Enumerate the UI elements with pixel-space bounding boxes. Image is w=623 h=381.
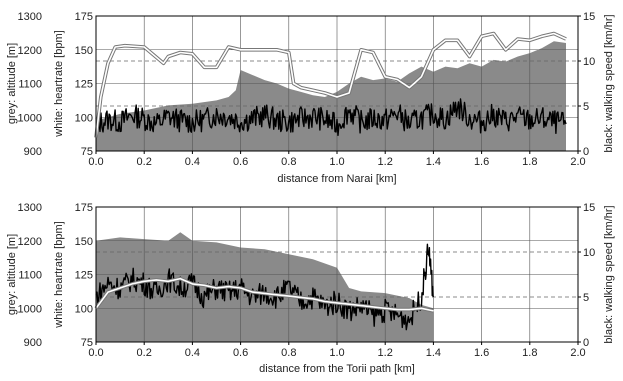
x-tick-label: 1.2 [378, 156, 393, 168]
heartrate-tick-label: 125 [75, 79, 93, 91]
heartrate-axis-label: white: heartrate [bpm] [53, 221, 65, 328]
altitude-tick-label: 1200 [18, 45, 42, 57]
heartrate-tick-label: 75 [81, 337, 93, 349]
x-tick-label: 0.6 [233, 347, 248, 359]
x-tick-label: 0.8 [281, 156, 296, 168]
x-tick-label: 1.6 [474, 156, 489, 168]
heartrate-tick-label: 75 [81, 146, 93, 158]
altitude-tick-label: 1300 [18, 202, 42, 214]
altitude-tick-label: 900 [24, 337, 42, 349]
speed-axis-label: black: walking speed [km/hr] [603, 14, 615, 152]
x-tick-label: 0.2 [137, 347, 152, 359]
altitude-tick-label: 900 [24, 146, 42, 158]
heartrate-tick-label: 100 [75, 112, 93, 124]
x-tick-label: 0.0 [88, 347, 103, 359]
speed-line [95, 98, 567, 136]
x-tick-label: 1.0 [329, 156, 344, 168]
x-axis-label: distance from Narai [km] [277, 173, 396, 185]
speed-tick-label: 10 [583, 247, 595, 259]
heartrate-axis-label: white: heartrate [bpm] [53, 30, 65, 137]
speed-tick-label: 5 [583, 292, 589, 304]
x-tick-label: 2.0 [570, 347, 585, 359]
x-tick-label: 0.8 [281, 347, 296, 359]
altitude-tick-label: 1000 [18, 303, 42, 315]
altitude-tick-label: 1100 [18, 270, 42, 282]
speed-tick-label: 0 [583, 337, 589, 349]
x-tick-label: 1.8 [522, 156, 537, 168]
heartrate-line [95, 32, 567, 138]
heartrate-line [95, 277, 434, 312]
heartrate-tick-label: 150 [75, 45, 93, 57]
x-tick-label: 1.0 [329, 347, 344, 359]
heartrate-tick-label: 150 [75, 236, 93, 248]
altitude-axis-label: grey: altitude [m] [6, 234, 18, 315]
x-tick-label: 1.8 [522, 347, 537, 359]
altitude-tick-label: 1300 [18, 11, 42, 23]
x-tick-label: 1.4 [426, 156, 441, 168]
altitude-tick-label: 1000 [18, 112, 42, 124]
x-tick-label: 0.4 [185, 156, 200, 168]
x-axis-label: distance from the Torii path [km] [259, 363, 415, 375]
altitude-area [96, 232, 434, 342]
speed-tick-label: 10 [583, 56, 595, 68]
altitude-tick-label: 1200 [18, 236, 42, 248]
chart-panel-2: 0.0 0.2 0.4 0.6 0.8 1.0 1.2 1.4 1.6 1.8 2.0 distanc… [6, 202, 615, 375]
heartrate-tick-label: 175 [75, 11, 93, 23]
x-tick-label: 2.0 [570, 156, 585, 168]
speed-tick-label: 15 [583, 202, 595, 214]
x-tick-label: 1.2 [378, 347, 393, 359]
speed-tick-label: 5 [583, 101, 589, 113]
heartrate-tick-label: 125 [75, 270, 93, 282]
heartrate-tick-label: 100 [75, 303, 93, 315]
x-tick-label: 0.4 [185, 347, 200, 359]
x-tick-label: 0.6 [233, 156, 248, 168]
x-tick-label: 1.6 [474, 347, 489, 359]
x-tick-label: 0.0 [88, 156, 103, 168]
chart-panel-1: 0.0 0.2 0.4 0.6 0.8 1.0 1.2 1.4 1.6 1.8 2.0 distanc… [6, 11, 615, 185]
speed-tick-label: 15 [583, 11, 595, 23]
x-tick-label: 1.4 [426, 347, 441, 359]
x-tick-label: 0.2 [137, 156, 152, 168]
speed-tick-label: 0 [583, 146, 589, 158]
altitude-axis-label: grey: altitude [m] [6, 43, 18, 124]
altitude-tick-label: 1100 [18, 79, 42, 91]
speed-axis-label: black: walking speed [km/hr] [603, 205, 615, 343]
heartrate-tick-label: 175 [75, 202, 93, 214]
